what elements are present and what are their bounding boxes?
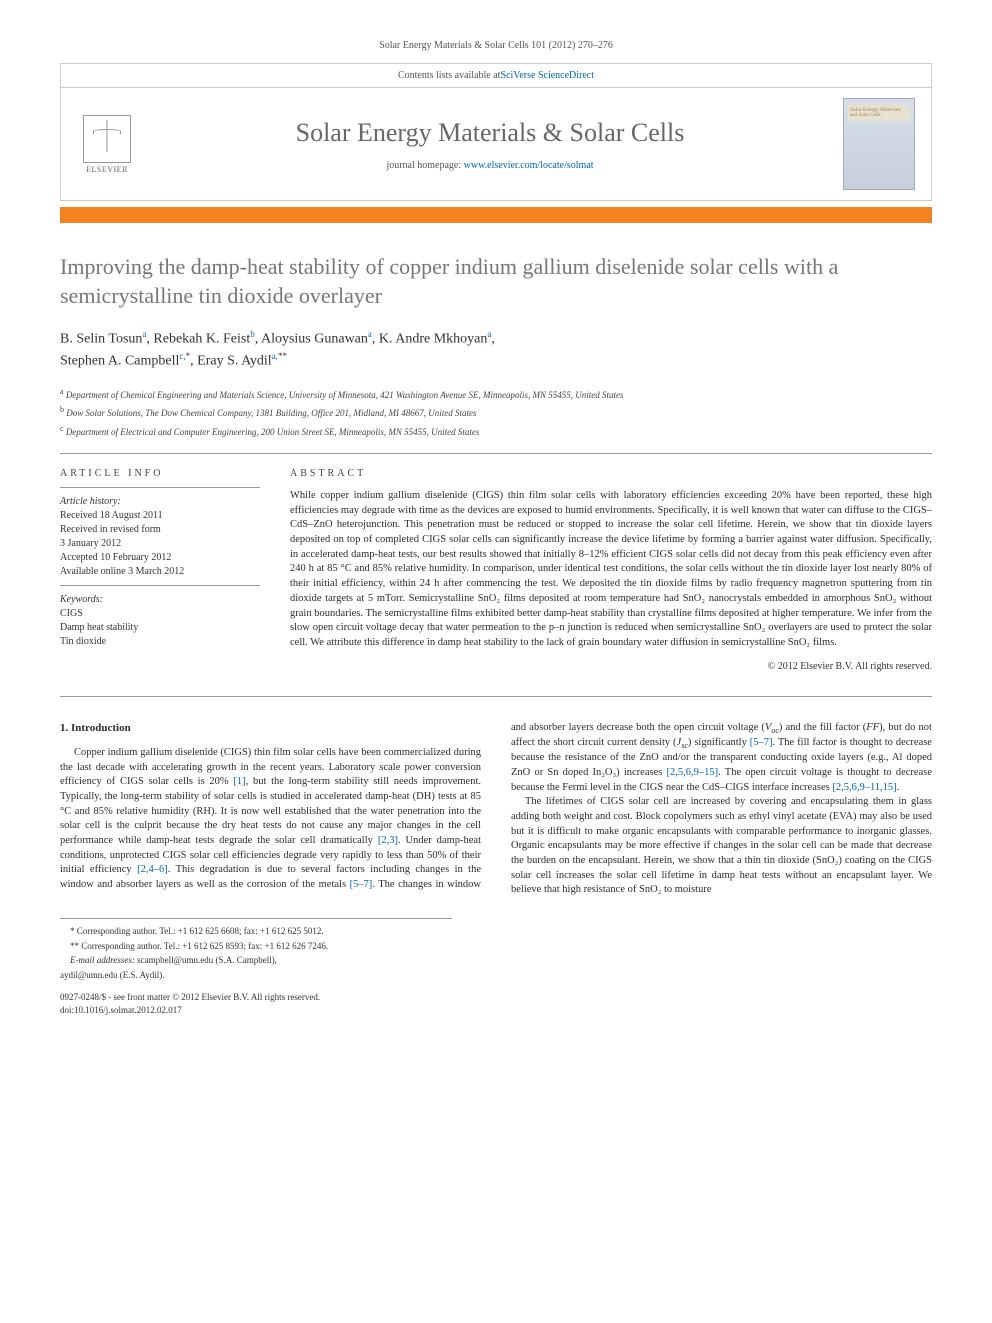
keyword-3: Tin dioxide xyxy=(60,635,260,649)
journal-title-block: Solar Energy Materials & Solar Cells jou… xyxy=(137,118,843,171)
received-line: Received 18 August 2011 xyxy=(60,509,260,523)
sep: , xyxy=(372,332,379,347)
sep: , xyxy=(491,332,495,347)
cover-label-2: and Solar Cells xyxy=(850,113,881,118)
abstract-column: ABSTRACT While copper indium gallium dis… xyxy=(290,468,932,672)
masthead-main: ELSEVIER Solar Energy Materials & Solar … xyxy=(61,88,931,200)
affiliation-b: b Dow Solar Solutions, The Dow Chemical … xyxy=(60,404,932,421)
body-two-column: 1. Introduction Copper indium gallium di… xyxy=(60,721,932,898)
sciencedirect-link[interactable]: SciVerse ScienceDirect xyxy=(500,70,594,81)
elsevier-tree-icon xyxy=(83,115,131,163)
author-6: Eray S. Aydil xyxy=(197,354,272,369)
corr-author-1: * Corresponding author. Tel.: +1 612 625… xyxy=(60,925,452,938)
masthead: Contents lists available at SciVerse Sci… xyxy=(60,63,932,201)
author-list: B. Selin Tosuna, Rebekah K. Feistb, Aloy… xyxy=(60,328,932,371)
doi-block: 0927-0248/$ - see front matter © 2012 El… xyxy=(60,991,452,1016)
elsevier-logo: ELSEVIER xyxy=(77,109,137,179)
ref-2-4-6[interactable]: [2,4–6] xyxy=(137,864,168,875)
ref-mixed-1[interactable]: [2,5,6,9–15] xyxy=(667,767,719,778)
author-6-mark: ** xyxy=(278,351,287,361)
abstract-head: ABSTRACT xyxy=(290,468,932,479)
ref-2-3[interactable]: [2,3] xyxy=(378,835,398,846)
affiliation-c: c Department of Electrical and Computer … xyxy=(60,423,932,440)
ref-5-7b[interactable]: [5–7] xyxy=(750,737,773,748)
info-divider xyxy=(60,487,260,488)
email-line-2: aydil@umn.edu (E.S. Aydil). xyxy=(60,969,452,982)
revised-date: 3 January 2012 xyxy=(60,537,260,551)
footnotes: * Corresponding author. Tel.: +1 612 625… xyxy=(60,918,452,1017)
ref-5-7[interactable]: [5–7] xyxy=(350,879,373,890)
revised-line: Received in revised form xyxy=(60,523,260,537)
body-divider xyxy=(60,696,932,697)
author-1: B. Selin Tosun xyxy=(60,332,142,347)
abstract-body: While copper indium gallium diselenide (… xyxy=(290,489,932,651)
homepage-link[interactable]: www.elsevier.com/locate/solmat xyxy=(464,160,594,171)
divider xyxy=(60,453,932,454)
keyword-2: Damp heat stability xyxy=(60,621,260,635)
info-abstract-row: ARTICLE INFO Article history: Received 1… xyxy=(60,468,932,672)
accepted-line: Accepted 10 February 2012 xyxy=(60,551,260,565)
author-2: Rebekah K. Feist xyxy=(153,332,250,347)
journal-cover-thumb: Solar Energy Materials and Solar Cells xyxy=(843,98,915,190)
elsevier-text: ELSEVIER xyxy=(86,165,128,174)
article-info-head: ARTICLE INFO xyxy=(60,468,260,479)
journal-homepage: journal homepage: www.elsevier.com/locat… xyxy=(137,160,843,171)
author-5: Stephen A. Campbell xyxy=(60,354,179,369)
article-title: Improving the damp-heat stability of cop… xyxy=(60,253,932,310)
running-head: Solar Energy Materials & Solar Cells 101… xyxy=(60,40,932,51)
intro-para-2: The lifetimes of CIGS solar cell are inc… xyxy=(511,795,932,898)
masthead-top: Contents lists available at SciVerse Sci… xyxy=(61,64,931,88)
abstract-copyright: © 2012 Elsevier B.V. All rights reserved… xyxy=(290,661,932,672)
contents-text: Contents lists available at xyxy=(398,70,500,81)
history-head: Article history: xyxy=(60,496,260,507)
author-4: K. Andre Mkhoyan xyxy=(379,332,488,347)
doi: doi:10.1016/j.solmat.2012.02.017 xyxy=(60,1004,452,1017)
homepage-prefix: journal homepage: xyxy=(386,160,463,171)
email-line: E-mail addresses: scampbell@umn.edu (S.A… xyxy=(60,954,452,967)
article-info-column: ARTICLE INFO Article history: Received 1… xyxy=(60,468,260,672)
online-line: Available online 3 March 2012 xyxy=(60,565,260,579)
front-matter: 0927-0248/$ - see front matter © 2012 El… xyxy=(60,991,452,1004)
info-divider xyxy=(60,585,260,586)
journal-title: Solar Energy Materials & Solar Cells xyxy=(137,118,843,148)
orange-accent-bar xyxy=(60,207,932,223)
corr-author-2: ** Corresponding author. Tel.: +1 612 62… xyxy=(60,940,452,953)
affiliation-a: a Department of Chemical Engineering and… xyxy=(60,386,932,403)
author-3: Aloysius Gunawan xyxy=(261,332,368,347)
ref-1[interactable]: [1] xyxy=(233,776,245,787)
keyword-1: CIGS xyxy=(60,607,260,621)
section-1-head: 1. Introduction xyxy=(60,721,481,736)
ref-mixed-2[interactable]: [2,5,6,9–11,15] xyxy=(832,782,896,793)
keywords-head: Keywords: xyxy=(60,594,260,605)
